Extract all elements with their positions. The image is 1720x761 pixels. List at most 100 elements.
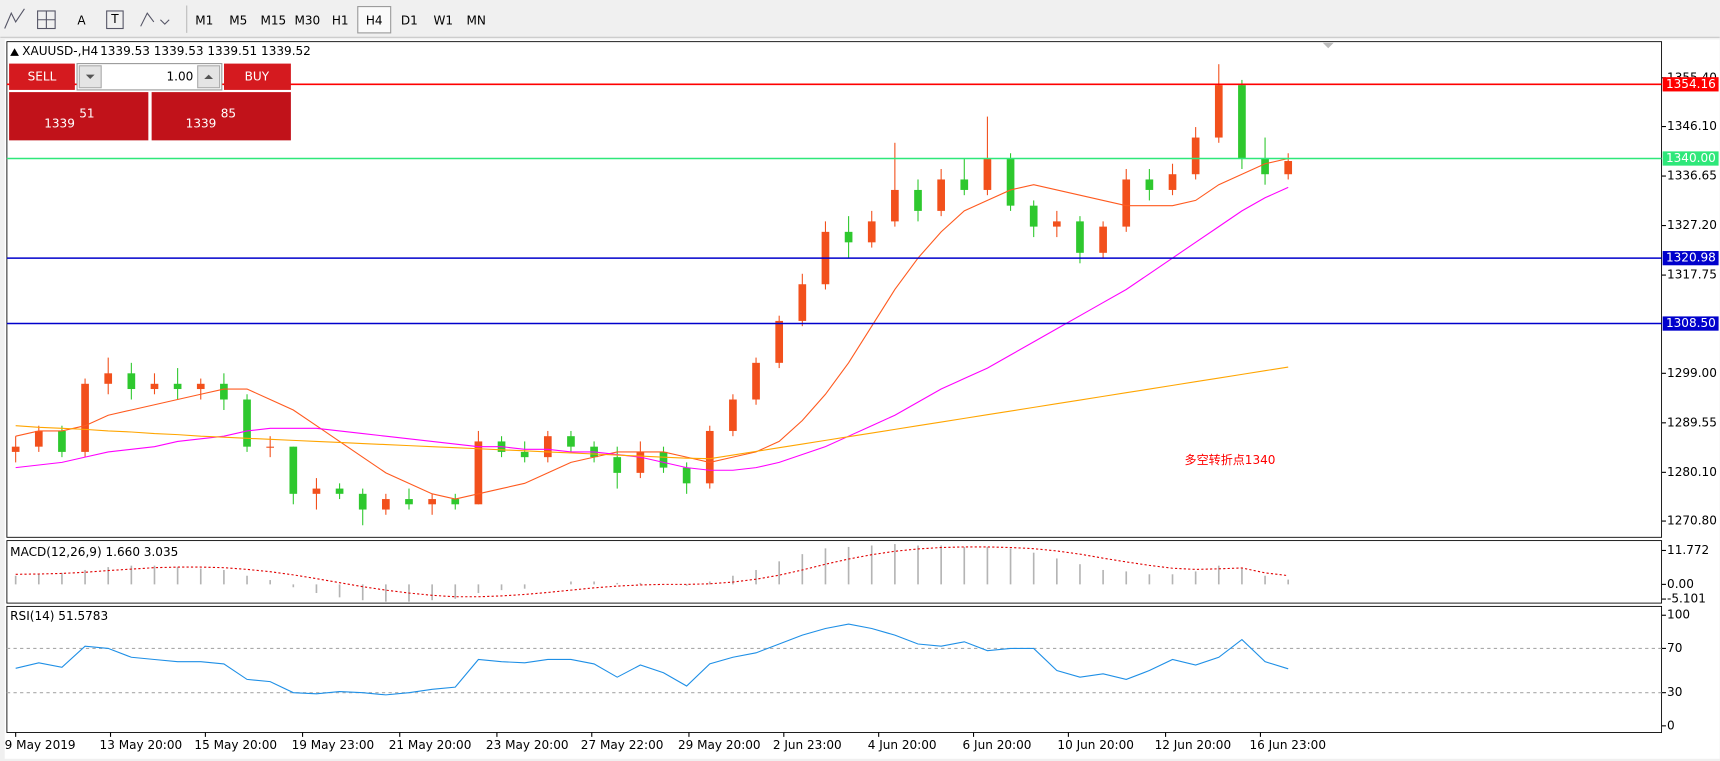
candle-body xyxy=(960,179,969,190)
timeframe-button[interactable]: D1 xyxy=(401,13,418,27)
y-tick-label: 100 xyxy=(1667,608,1690,622)
x-tick-label: 9 May 2019 xyxy=(5,738,76,752)
candle-body xyxy=(659,451,668,468)
candle-body xyxy=(891,189,899,222)
text-label-tool[interactable]: T xyxy=(110,12,119,26)
sell-button[interactable] xyxy=(9,63,75,90)
y-tick-label: 1289.55 xyxy=(1667,415,1717,429)
x-tick-label: 15 May 20:00 xyxy=(194,738,277,752)
candle-body xyxy=(1145,179,1154,190)
y-tick-label: 1280.10 xyxy=(1667,465,1717,479)
x-tick-label: 16 Jun 23:00 xyxy=(1249,738,1326,752)
bid-box[interactable] xyxy=(9,92,149,141)
y-tick-label: 1346.10 xyxy=(1667,119,1717,133)
level-price-label: 1354.16 xyxy=(1666,77,1716,91)
plots: 1355.401346.101336.651327.201317.751299.… xyxy=(5,64,1719,752)
candle-body xyxy=(405,499,413,505)
lot-decrease-arrow xyxy=(85,74,95,79)
candle-body xyxy=(520,451,529,458)
candle-body xyxy=(1052,221,1061,227)
x-tick-label: 23 May 20:00 xyxy=(486,738,569,752)
header-icon xyxy=(10,48,19,56)
y-tick-label: 30 xyxy=(1667,685,1682,699)
candle-body xyxy=(127,373,136,390)
candle-body xyxy=(914,189,922,211)
level-price-label: 1340.00 xyxy=(1666,151,1716,165)
ask-prefix: 1339 xyxy=(186,116,217,130)
timeframe-button[interactable]: H1 xyxy=(332,13,349,27)
candle-body xyxy=(243,399,251,447)
timeframe-button[interactable]: MN xyxy=(467,13,486,27)
candle-body xyxy=(613,457,622,473)
bid-pips: 51 xyxy=(79,107,94,121)
candle-body xyxy=(1122,179,1131,227)
candle-body xyxy=(752,362,760,400)
level-price-box xyxy=(1662,251,1719,266)
candle-body xyxy=(636,451,645,473)
candle-body xyxy=(1284,161,1293,175)
one-click-trading-panel: SELL 1.00 BUY 1339 51 1339 85 xyxy=(9,63,291,141)
timeframe-button[interactable]: H4 xyxy=(366,13,383,27)
timeframe-button[interactable]: M1 xyxy=(195,13,213,27)
lot-value[interactable]: 1.00 xyxy=(166,69,193,83)
candle-body xyxy=(1029,205,1038,227)
candle-body xyxy=(937,179,945,211)
rsi-line xyxy=(15,623,1289,696)
candle-body xyxy=(729,399,737,431)
candle-body xyxy=(428,499,436,505)
main-plot-frame xyxy=(6,41,1663,538)
macd-signal-line xyxy=(15,546,1289,598)
indicator-title: MACD(12,26,9) 1.660 3.035 xyxy=(10,545,178,559)
candle-body xyxy=(1006,158,1015,206)
candle-body xyxy=(451,499,460,505)
y-tick-label: 1327.20 xyxy=(1667,218,1717,232)
candle-body xyxy=(705,430,714,484)
candle-body xyxy=(775,320,784,363)
candle-body xyxy=(1238,85,1246,159)
candle-body xyxy=(798,284,807,321)
timeframe-button[interactable]: M15 xyxy=(260,13,286,27)
candle-body xyxy=(867,221,876,243)
chart-tool-icon[interactable] xyxy=(4,8,170,30)
candle-body xyxy=(1191,137,1200,175)
candle-body xyxy=(104,373,113,384)
bid-prefix: 1339 xyxy=(44,116,75,130)
y-tick-label: 0 xyxy=(1667,718,1675,732)
candle-body xyxy=(1261,158,1269,175)
level-price-label: 1308.50 xyxy=(1666,316,1716,330)
candle-body xyxy=(150,383,159,390)
candle-body xyxy=(81,383,89,452)
x-tick-label: 4 Jun 20:00 xyxy=(868,738,937,752)
timeframe-button[interactable]: W1 xyxy=(434,13,454,27)
chart-quote: 1339.53 1339.53 1339.51 1339.52 xyxy=(100,44,311,58)
x-tick-label: 12 Jun 20:00 xyxy=(1155,738,1232,752)
x-tick-label: 13 May 20:00 xyxy=(100,738,183,752)
sell-label[interactable]: SELL xyxy=(28,69,57,83)
level-price-box xyxy=(1662,77,1719,92)
toolbar xyxy=(0,0,1720,38)
timeframe-button[interactable]: M5 xyxy=(229,13,247,27)
y-tick-label: 1317.75 xyxy=(1667,268,1717,282)
timeframe-bar: M1 M5 M15 M30 H1 H4 D1 W1 MN xyxy=(195,6,486,34)
candle-body xyxy=(1099,226,1107,253)
candle-body xyxy=(11,446,20,452)
buy-button[interactable] xyxy=(224,63,291,90)
buy-label[interactable]: BUY xyxy=(245,69,270,83)
timeframe-active xyxy=(357,6,392,34)
candle-body xyxy=(358,493,367,510)
candle-body xyxy=(34,430,43,447)
trendline-icon xyxy=(4,8,25,29)
text-tool[interactable]: A xyxy=(77,13,86,27)
candle-body xyxy=(682,467,691,484)
timeframe-button[interactable]: M30 xyxy=(294,13,320,27)
ask-box[interactable] xyxy=(151,92,291,141)
candle-body xyxy=(312,488,321,494)
candle-body xyxy=(474,441,483,505)
annotation: 多空转折点1340 xyxy=(1185,452,1276,467)
x-tick-label: 6 Jun 20:00 xyxy=(963,738,1032,752)
chart-symbol: XAUUSD-,H4 xyxy=(22,44,98,58)
lot-increase-arrow xyxy=(204,74,214,79)
x-tick-label: 27 May 22:00 xyxy=(581,738,664,752)
chart-window xyxy=(4,39,1720,759)
